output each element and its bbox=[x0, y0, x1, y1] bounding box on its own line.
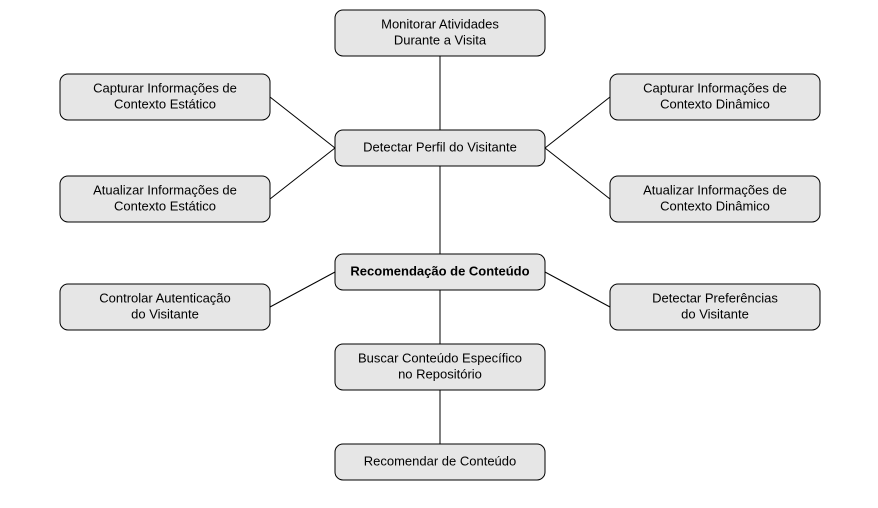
edge-controlar-recomenda bbox=[270, 272, 335, 307]
node-cap_din: Capturar Informações deContexto Dinâmico bbox=[610, 74, 820, 120]
diagram-canvas: Monitorar AtividadesDurante a Visita Capt… bbox=[0, 0, 878, 508]
node-label-monitorar-line1: Durante a Visita bbox=[394, 32, 487, 47]
node-cap_est: Capturar Informações deContexto Estático bbox=[60, 74, 270, 120]
node-label-cap_din-line0: Capturar Informações de bbox=[643, 80, 787, 95]
node-atu_din: Atualizar Informações deContexto Dinâmic… bbox=[610, 176, 820, 222]
node-label-buscar-line0: Buscar Conteúdo Específico bbox=[358, 350, 522, 365]
node-label-pref-line0: Detectar Preferências bbox=[652, 290, 778, 305]
node-label-atu_est-line1: Contexto Estático bbox=[114, 198, 216, 213]
node-pref: Detectar Preferênciasdo Visitante bbox=[610, 284, 820, 330]
node-label-cap_est-line1: Contexto Estático bbox=[114, 96, 216, 111]
edge-cap_din-detectar bbox=[545, 97, 610, 148]
node-label-recomendar-line0: Recomendar de Conteúdo bbox=[364, 453, 517, 468]
edge-atu_est-detectar bbox=[270, 148, 335, 199]
node-detectar: Detectar Perfil do Visitante bbox=[335, 130, 545, 166]
node-atu_est: Atualizar Informações deContexto Estátic… bbox=[60, 176, 270, 222]
node-controlar: Controlar Autenticaçãodo Visitante bbox=[60, 284, 270, 330]
node-buscar: Buscar Conteúdo Específicono Repositório bbox=[335, 344, 545, 390]
node-label-atu_est-line0: Atualizar Informações de bbox=[93, 182, 237, 197]
node-label-detectar-line0: Detectar Perfil do Visitante bbox=[363, 139, 517, 154]
node-label-recomenda-line0: Recomendação de Conteúdo bbox=[350, 263, 529, 278]
node-label-atu_din-line1: Contexto Dinâmico bbox=[660, 198, 770, 213]
node-label-pref-line1: do Visitante bbox=[681, 306, 749, 321]
node-recomenda: Recomendação de Conteúdo bbox=[335, 254, 545, 290]
node-label-cap_din-line1: Contexto Dinâmico bbox=[660, 96, 770, 111]
node-label-cap_est-line0: Capturar Informações de bbox=[93, 80, 237, 95]
edge-pref-recomenda bbox=[545, 272, 610, 307]
edge-cap_est-detectar bbox=[270, 97, 335, 148]
node-monitorar: Monitorar AtividadesDurante a Visita bbox=[335, 10, 545, 56]
node-label-atu_din-line0: Atualizar Informações de bbox=[643, 182, 787, 197]
node-recomendar: Recomendar de Conteúdo bbox=[335, 444, 545, 480]
node-label-controlar-line0: Controlar Autenticação bbox=[99, 290, 231, 305]
node-label-monitorar-line0: Monitorar Atividades bbox=[381, 16, 499, 31]
node-label-buscar-line1: no Repositório bbox=[398, 366, 482, 381]
edge-atu_din-detectar bbox=[545, 148, 610, 199]
node-label-controlar-line1: do Visitante bbox=[131, 306, 199, 321]
